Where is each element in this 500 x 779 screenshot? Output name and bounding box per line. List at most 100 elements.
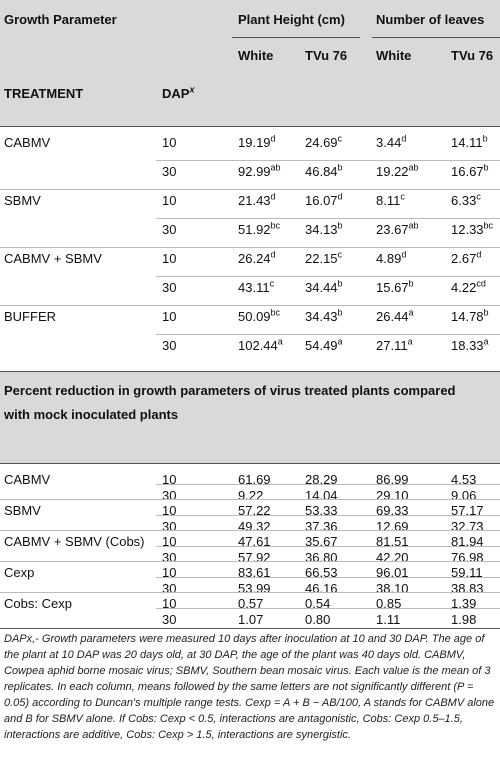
treatment-label: CABMV — [4, 135, 51, 150]
leaves-white-value: 0.85 — [376, 596, 402, 611]
leaves-tvu76-value: 9.06 — [451, 487, 477, 503]
section1-bottom-rule — [0, 371, 500, 372]
leaves-white-value: 1.11 — [376, 611, 401, 627]
leaves-tvu76: 59.11 — [451, 565, 483, 581]
leaves-tvu76-value: 18.33 — [451, 338, 484, 353]
plant-height-tvu76: 34.44b — [305, 279, 343, 296]
plant-height-tvu76-value: 53.33 — [305, 503, 338, 518]
plant-height-white-value: 61.69 — [238, 472, 271, 487]
plant-height-white: 51.92bc — [238, 220, 281, 238]
plant-height-white-significance: c — [269, 278, 275, 289]
leaves-tvu76: 9.06 — [451, 488, 476, 504]
leaves-white: 27.11a — [376, 336, 413, 354]
plant-height-white-significance: a — [277, 336, 283, 347]
leaves-white-value: 19.22 — [376, 164, 409, 179]
group-divider — [0, 499, 500, 500]
section2-title-line1: Percent reduction in growth parameters o… — [4, 383, 456, 398]
leaves-tvu76: 76.98 — [451, 550, 484, 566]
plant-height-tvu76-significance: a — [337, 336, 343, 347]
plant-height-tvu76-value: 46.16 — [305, 580, 338, 596]
section2-title-line2: with mock inoculated plants — [4, 407, 179, 422]
row-divider — [156, 514, 500, 516]
leaves-white: 8.11c — [376, 192, 405, 209]
leaves-tvu76: 38.83 — [451, 581, 484, 597]
plant-height-white-value: 57.22 — [238, 503, 271, 518]
leaves-white-significance: a — [407, 336, 413, 347]
leaves-tvu76: 1.39 — [451, 596, 476, 612]
leaves-tvu76: 6.33c — [451, 191, 481, 209]
plant-height-tvu76-significance: b — [337, 162, 343, 173]
plant-height-tvu76-value: 37.36 — [305, 518, 338, 534]
leaves-tvu76-value: 57.17 — [451, 503, 484, 518]
leaves-white-value: 29.10 — [376, 487, 409, 503]
plant-height-white-significance: d — [270, 249, 276, 260]
leaves-tvu76: 16.67b — [451, 162, 489, 180]
plant-height-white-value: 57.92 — [238, 549, 271, 565]
plant-height-white-value: 21.43 — [238, 193, 271, 208]
leaves-white-value: 38.10 — [376, 580, 409, 596]
leaves-tvu76: 18.33a — [451, 337, 489, 354]
leaves-tvu76-value: 38.83 — [451, 580, 484, 596]
treatment-label: CABMV + SBMV — [4, 251, 102, 266]
leaves-tvu76: 4.53 — [451, 472, 476, 488]
header-underline-leaves — [372, 37, 500, 38]
leaves-white: 3.44d — [376, 134, 406, 151]
plant-height-white-value: 83.61 — [238, 565, 271, 580]
plant-height-white-value: 1.07 — [238, 611, 264, 627]
leaves-tvu76: 57.17 — [451, 503, 484, 519]
leaves-white-value: 8.11 — [376, 193, 401, 208]
dap-value: 30 — [162, 280, 177, 295]
plant-height-white-value: 102.44 — [238, 338, 278, 353]
plant-height-tvu76-value: 36.80 — [305, 549, 338, 565]
section2-title-band — [0, 372, 500, 463]
plant-height-white-significance: bc — [270, 220, 281, 231]
leaves-tvu76: 12.33bc — [451, 221, 493, 238]
leaves-white: 15.67b — [376, 279, 414, 296]
leaves-tvu76-value: 14.78 — [451, 309, 484, 324]
leaves-tvu76-value: 1.98 — [451, 611, 477, 627]
plant-height-white-significance: d — [270, 133, 276, 144]
plant-height-white: 57.22 — [238, 503, 271, 519]
group-divider — [0, 189, 500, 190]
header-dap: DAPx — [162, 84, 195, 101]
plant-height-white-value: 53.99 — [238, 580, 271, 596]
plant-height-tvu76-significance: b — [337, 220, 343, 231]
plant-height-white: 83.61 — [238, 565, 271, 581]
plant-height-white: 21.43d — [238, 192, 276, 209]
plant-height-tvu76: 36.80 — [305, 550, 338, 566]
leaves-white-value: 26.44 — [376, 309, 409, 324]
plant-height-white: 47.61 — [238, 534, 271, 550]
dap-value: 10 — [162, 534, 177, 549]
leaves-white-value: 3.44 — [376, 135, 402, 150]
leaves-white-value: 86.99 — [376, 472, 409, 487]
plant-height-tvu76-value: 46.84 — [305, 164, 338, 179]
plant-height-white: 0.57 — [238, 596, 263, 612]
leaves-white: 19.22ab — [376, 163, 419, 180]
leaves-tvu76-value: 16.67 — [451, 164, 484, 179]
plant-height-white: 19.19d — [238, 133, 276, 151]
treatment-label: Cobs: Cexp — [4, 596, 72, 611]
leaves-white: 26.44a — [376, 308, 414, 325]
leaves-white: 81.51 — [376, 534, 409, 550]
row-divider — [156, 607, 500, 609]
treatment-label: CABMV + SBMV (Cobs) — [4, 534, 145, 549]
group-divider — [0, 530, 500, 531]
section2-title-rule — [0, 463, 500, 464]
plant-height-white-value: 19.19 — [238, 135, 271, 150]
leaves-tvu76-significance: d — [476, 249, 482, 260]
plant-height-tvu76: 24.69c — [305, 134, 342, 151]
plant-height-tvu76: 46.16 — [305, 581, 338, 597]
leaves-tvu76-value: 6.33 — [451, 193, 477, 208]
dap-value: 30 — [162, 164, 177, 179]
table-footnote: DAPx,- Growth parameters were measured 1… — [4, 633, 495, 741]
row-divider — [156, 576, 500, 578]
leaves-tvu76-significance: b — [483, 162, 489, 173]
leaves-tvu76-significance: c — [476, 191, 481, 202]
group-divider — [0, 305, 500, 306]
treatment-label: CABMV — [4, 472, 51, 487]
plant-height-tvu76-value: 35.67 — [305, 534, 338, 549]
plant-height-white: 53.99 — [238, 581, 271, 597]
leaves-tvu76-value: 32.73 — [451, 518, 484, 534]
plant-height-tvu76-value: 16.07 — [305, 193, 338, 208]
